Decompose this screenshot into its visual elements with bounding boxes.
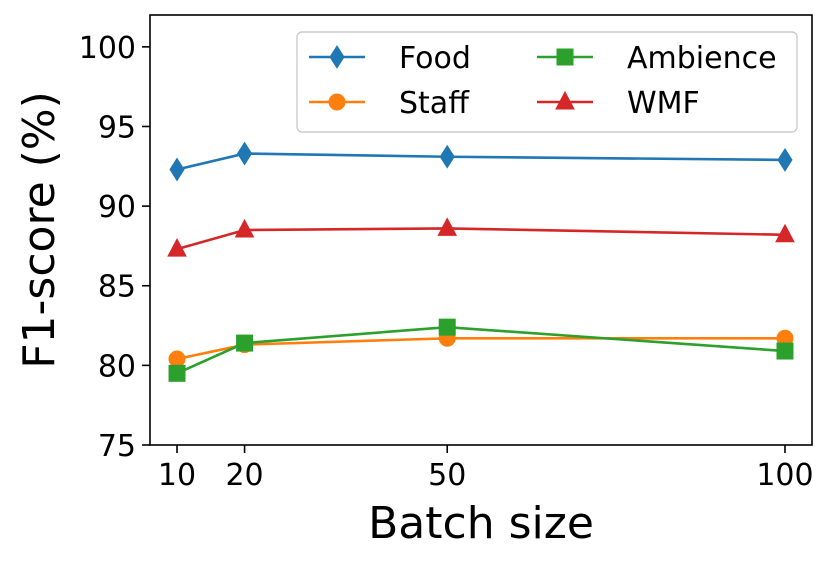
data-point-staff [168,350,186,368]
legend-item-staff: Staff [309,86,470,121]
y-tick-label: 90 [98,190,136,225]
data-point-ambience [236,334,254,352]
series-wmf [167,217,795,257]
data-point-ambience [168,364,186,382]
x-axis-label: Batch size [368,498,594,549]
series-staff [168,329,794,368]
data-point-wmf [775,223,795,243]
x-tick-label: 20 [225,458,263,493]
plot-frame [149,14,813,446]
data-point-wmf [234,218,255,238]
legend-box [296,31,798,133]
legend-item-food: Food [309,41,471,76]
y-axis-ticks: 75 80 85 90 95 100 [79,31,150,464]
legend-label: WMF [627,86,700,121]
data-point-wmf [437,217,458,236]
y-tick-label: 80 [98,349,136,384]
data-point-ambience [438,318,456,336]
legend-label: Ambience [627,41,777,76]
x-tick-label: 50 [428,458,466,493]
y-tick-label: 100 [79,31,136,66]
legend-marker [555,90,575,110]
data-point-food [439,144,455,169]
legend-item-ambience: Ambience [537,41,777,76]
legend-marker [328,93,346,111]
x-tick-label: 100 [756,458,813,493]
series-ambience [168,318,794,382]
legend-marker [329,45,345,69]
data-point-wmf [167,238,187,257]
legend-item-wmf: WMF [537,86,700,121]
legend-marker [556,48,574,66]
series-line-wmf [176,227,786,251]
series-line-food [176,152,785,171]
data-point-food [777,147,793,172]
x-tick-label: 10 [158,458,196,493]
legend-label: Staff [399,86,470,121]
legend: Food Staff Ambience WMF [296,31,798,133]
data-point-food [169,157,185,182]
legend-label: Food [399,41,471,76]
series-line-ambience [176,325,786,375]
y-tick-label: 75 [98,429,136,464]
series-layer [167,141,795,382]
data-point-ambience [776,342,794,360]
x-axis-ticks: 10 20 50 100 [158,445,814,493]
data-point-food [236,141,253,166]
y-axis-label: F1-score (%) [14,91,65,369]
y-tick-label: 85 [98,270,136,305]
series-food [169,141,793,182]
y-tick-label: 95 [98,110,136,145]
